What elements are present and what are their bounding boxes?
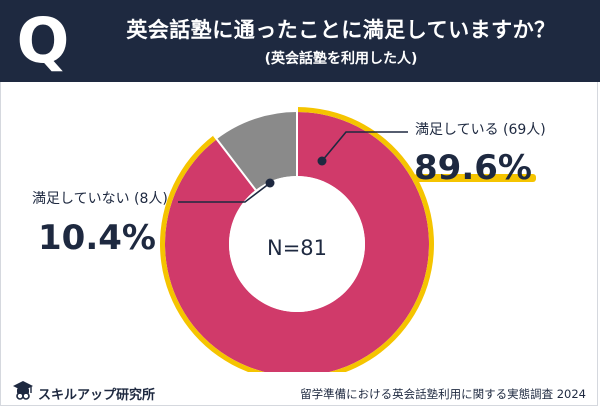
slice-label-unsatisfied: 満足していない (8人) — [32, 191, 168, 207]
slice-separator — [212, 134, 257, 191]
question-title: 英会話塾に通ったことに満足していますか？ — [126, 18, 556, 42]
leader-line-satisfied — [321, 131, 408, 162]
graduation-cap-icon — [13, 381, 33, 400]
percent-label-unsatisfied: 10.4% — [38, 218, 156, 258]
question-header: Q 英会話塾に通ったことに満足していますか？ (英会話塾を利用した人) — [0, 0, 600, 82]
leader-line-unsatisfied — [178, 182, 271, 203]
slice-label-satisfied: 満足している (69人) — [415, 122, 546, 138]
percent-highlight — [414, 174, 536, 182]
footer-source: 留学準備における英会話塾利用に関する実態調査 2024 — [300, 387, 586, 401]
slice-unsatisfied — [216, 112, 297, 191]
footer-brand: スキルアップ研究所 — [38, 388, 156, 403]
slice-satisfied — [165, 112, 429, 372]
center-label: N=81 — [267, 236, 327, 260]
donut-chart: 満足している (69人) 89.6% 満足していない (8人) 10.4% N=… — [32, 107, 546, 372]
question-subtitle: (英会話塾を利用した人) — [264, 51, 418, 67]
donut-hole — [229, 176, 365, 312]
q-badge: Q — [16, 4, 70, 77]
leader-line-satisfied-dot — [317, 156, 327, 166]
percent-label-satisfied: 89.6% — [414, 148, 532, 188]
leader-line-unsatisfied-dot — [265, 178, 275, 188]
